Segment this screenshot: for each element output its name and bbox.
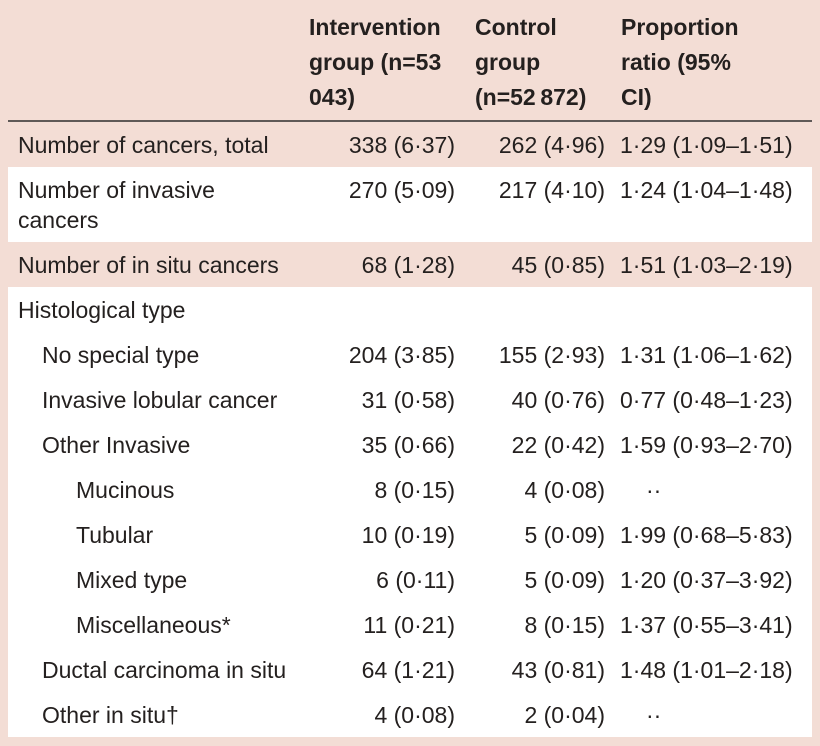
control-value: 155 (2·93): [498, 342, 605, 368]
intervention-value: 10 (0·19): [361, 522, 455, 548]
table-row-mucinous: Mucinous 8 (0·15) 4 (0·08) ··: [8, 467, 812, 512]
row-label: Number of invasive cancers: [18, 177, 215, 233]
ratio-value: ··: [646, 477, 662, 503]
table-row-tubular: Tubular 10 (0·19) 5 (0·09) 1·99 (0·68–5·…: [8, 512, 812, 557]
header-spacer: [8, 10, 293, 115]
ratio-value: 1·59 (0·93–2·70): [620, 432, 793, 458]
table-row-mixed-type: Mixed type 6 (0·11) 5 (0·09) 1·20 (0·37–…: [8, 557, 812, 602]
col-header-control-group-label: Control group (n=52 872): [475, 14, 587, 110]
row-label: Invasive lobular cancer: [42, 387, 278, 413]
ratio-value: 1·37 (0·55–3·41): [620, 612, 793, 638]
ratio-value: ··: [646, 702, 662, 728]
intervention-value: 338 (6·37): [348, 132, 455, 158]
control-value: 217 (4·10): [498, 177, 605, 203]
table-row-miscellaneous: Miscellaneous* 11 (0·21) 8 (0·15) 1·37 (…: [8, 602, 812, 647]
intervention-value: 6 (0·11): [376, 567, 455, 593]
table-row-invasive-cancers: Number of invasive cancers 270 (5·09) 21…: [8, 167, 812, 242]
row-label: Miscellaneous*: [76, 612, 231, 638]
intervention-value: 8 (0·15): [374, 477, 455, 503]
ratio-value: 1·20 (0·37–3·92): [620, 567, 793, 593]
row-label: Tubular: [76, 522, 154, 548]
table-row-in-situ-cancers: Number of in situ cancers 68 (1·28) 45 (…: [8, 242, 812, 287]
table-row-other-in-situ: Other in situ† 4 (0·08) 2 (0·04) ··: [8, 692, 812, 737]
section-header-label: Histological type: [18, 297, 186, 323]
control-value: 8 (0·15): [524, 612, 605, 638]
col-header-control-group: Control group (n=52 872): [458, 10, 608, 115]
row-label: No special type: [42, 342, 200, 368]
intervention-value: 35 (0·66): [361, 432, 455, 458]
col-header-intervention-group: Intervention group (n=53 043): [293, 10, 458, 115]
control-value: 43 (0·81): [511, 657, 605, 683]
col-header-proportion-ratio-label: Proportion ratio (95% CI): [621, 14, 739, 110]
row-label: Number of in situ cancers: [18, 252, 279, 278]
table-row-invasive-lobular: Invasive lobular cancer 31 (0·58) 40 (0·…: [8, 377, 812, 422]
ratio-value: 0·77 (0·48–1·23): [620, 387, 793, 413]
control-value: 40 (0·76): [511, 387, 605, 413]
intervention-value: 64 (1·21): [361, 657, 455, 683]
row-label: Mucinous: [76, 477, 175, 503]
row-label: Ductal carcinoma in situ: [42, 657, 287, 683]
control-value: 2 (0·04): [524, 702, 605, 728]
row-label: Number of cancers, total: [18, 132, 269, 158]
table-header-row: Intervention group (n=53 043) Control gr…: [8, 0, 812, 122]
control-value: 5 (0·09): [524, 567, 605, 593]
table-body: Number of cancers, total 338 (6·37) 262 …: [8, 122, 812, 737]
table-row-histological-type-section: Histological type: [8, 287, 812, 332]
row-label: Mixed type: [76, 567, 188, 593]
row-label: Other in situ†: [42, 702, 179, 728]
control-value: 4 (0·08): [524, 477, 605, 503]
control-value: 262 (4·96): [498, 132, 605, 158]
intervention-value: 204 (3·85): [348, 342, 455, 368]
ratio-value: 1·31 (1·06–1·62): [620, 342, 793, 368]
row-label: Other Invasive: [42, 432, 191, 458]
table-row-ductal-carcinoma-in-situ: Ductal carcinoma in situ 64 (1·21) 43 (0…: [8, 647, 812, 692]
control-value: 45 (0·85): [511, 252, 605, 278]
ratio-value: 1·24 (1·04–1·48): [620, 177, 793, 203]
intervention-value: 11 (0·21): [363, 612, 455, 638]
intervention-value: 31 (0·58): [361, 387, 455, 413]
col-header-proportion-ratio: Proportion ratio (95% CI): [608, 10, 812, 115]
table-row-total-cancers: Number of cancers, total 338 (6·37) 262 …: [8, 122, 812, 167]
intervention-value: 4 (0·08): [374, 702, 455, 728]
intervention-value: 68 (1·28): [361, 252, 455, 278]
ratio-value: 1·29 (1·09–1·51): [620, 132, 793, 158]
ratio-value: 1·51 (1·03–2·19): [620, 252, 793, 278]
intervention-value: 270 (5·09): [348, 177, 455, 203]
col-header-intervention-group-label: Intervention group (n=53 043): [309, 14, 446, 110]
ratio-value: 1·99 (0·68–5·83): [620, 522, 793, 548]
control-value: 22 (0·42): [511, 432, 605, 458]
control-value: 5 (0·09): [524, 522, 605, 548]
ratio-value: 1·48 (1·01–2·18): [620, 657, 793, 683]
table-row-other-invasive: Other Invasive 35 (0·66) 22 (0·42) 1·59 …: [8, 422, 812, 467]
table-row-no-special-type: No special type 204 (3·85) 155 (2·93) 1·…: [8, 332, 812, 377]
